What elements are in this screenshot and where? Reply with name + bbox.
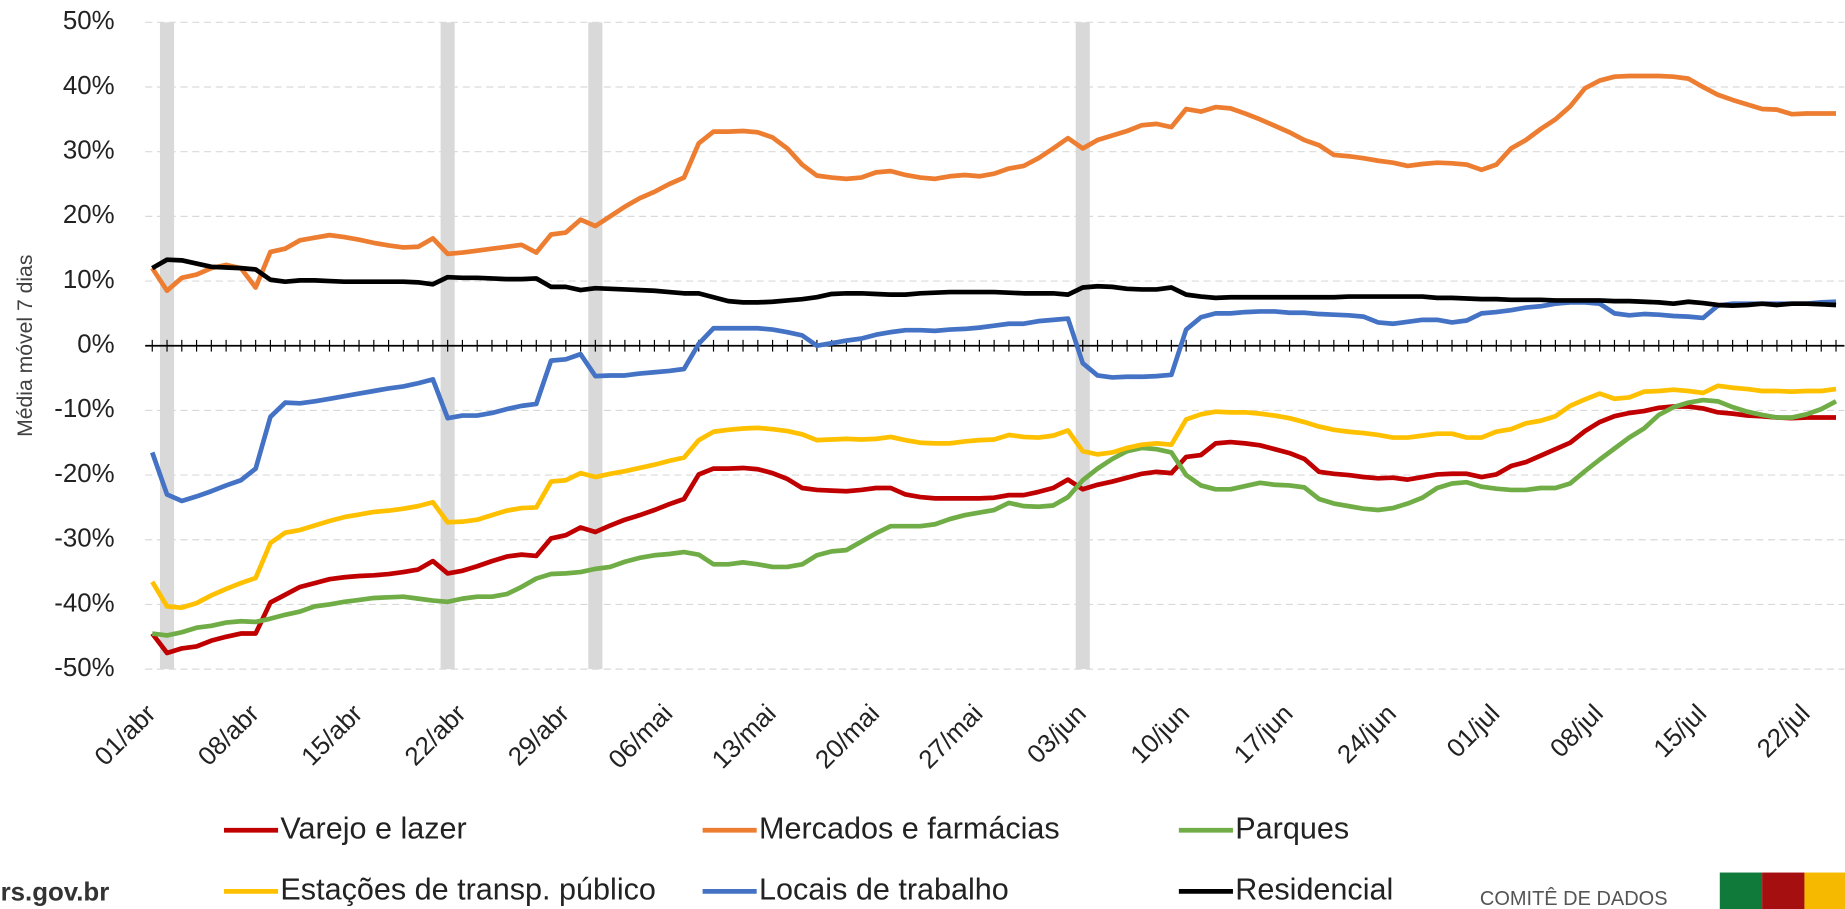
legend-label: Varejo e lazer: [280, 811, 466, 845]
series-line: [151, 257, 1837, 308]
x-tick-label: 22/abr: [400, 699, 472, 771]
legend-label: Locais de trabalho: [759, 872, 1009, 906]
y-tick-label: -30%: [54, 525, 114, 553]
y-tick-label: 50%: [63, 7, 115, 35]
x-tick-label: 15/jul: [1649, 700, 1713, 764]
brand: COMITÊ DE DADOS: [1480, 887, 1668, 909]
y-tick-label: -40%: [54, 589, 114, 617]
series-line: [150, 404, 1837, 656]
x-tick-label: 08/jul: [1545, 700, 1609, 764]
x-tick-label: 03/jun: [1022, 700, 1092, 770]
brand-block: [1719, 872, 1763, 909]
x-tick-label: 29/abr: [503, 699, 575, 771]
series-line: [150, 299, 1837, 504]
x-tick-label: 24/jun: [1332, 700, 1402, 770]
y-tick-label: 0%: [77, 331, 114, 359]
source: rs.gov.br: [1, 879, 110, 907]
x-tick-label: 08/abr: [193, 699, 265, 771]
x-tick-label: 17/jun: [1229, 700, 1299, 770]
legend-label: Residencial: [1235, 872, 1393, 906]
legend-label: Parques: [1235, 811, 1349, 845]
y-tick-label: 10%: [63, 266, 115, 294]
series-line: [151, 397, 1838, 638]
y-tick-label: -10%: [54, 395, 114, 423]
x-tick-label: 15/abr: [296, 699, 368, 771]
y-tick-label: -50%: [54, 654, 114, 682]
x-tick-label: 01/abr: [90, 699, 162, 771]
y-tick-label: 30%: [63, 137, 115, 165]
y-tick-label: -20%: [54, 460, 114, 488]
x-tick-label: 22/jul: [1752, 700, 1816, 764]
legend-label: Mercados e farmácias: [759, 811, 1060, 845]
brand-block: [1762, 872, 1805, 909]
x-tick-label: 27/mai: [914, 700, 989, 775]
x-tick-label: 01/jul: [1442, 700, 1506, 764]
brand-block: [1804, 872, 1845, 909]
x-tick-label: 06/mai: [604, 700, 679, 775]
series-line: [150, 73, 1837, 294]
x-tick-label: 10/jun: [1126, 700, 1196, 770]
x-tick-label: 13/mai: [707, 700, 782, 775]
y-tick-label: 40%: [63, 72, 115, 100]
legend-label: Estações de transp. público: [280, 872, 655, 906]
x-tick-label: 20/mai: [810, 700, 885, 775]
series-line: [150, 383, 1837, 611]
y-axis-title: Média móvel 7 dias: [14, 255, 37, 437]
y-tick-label: 20%: [63, 201, 115, 229]
